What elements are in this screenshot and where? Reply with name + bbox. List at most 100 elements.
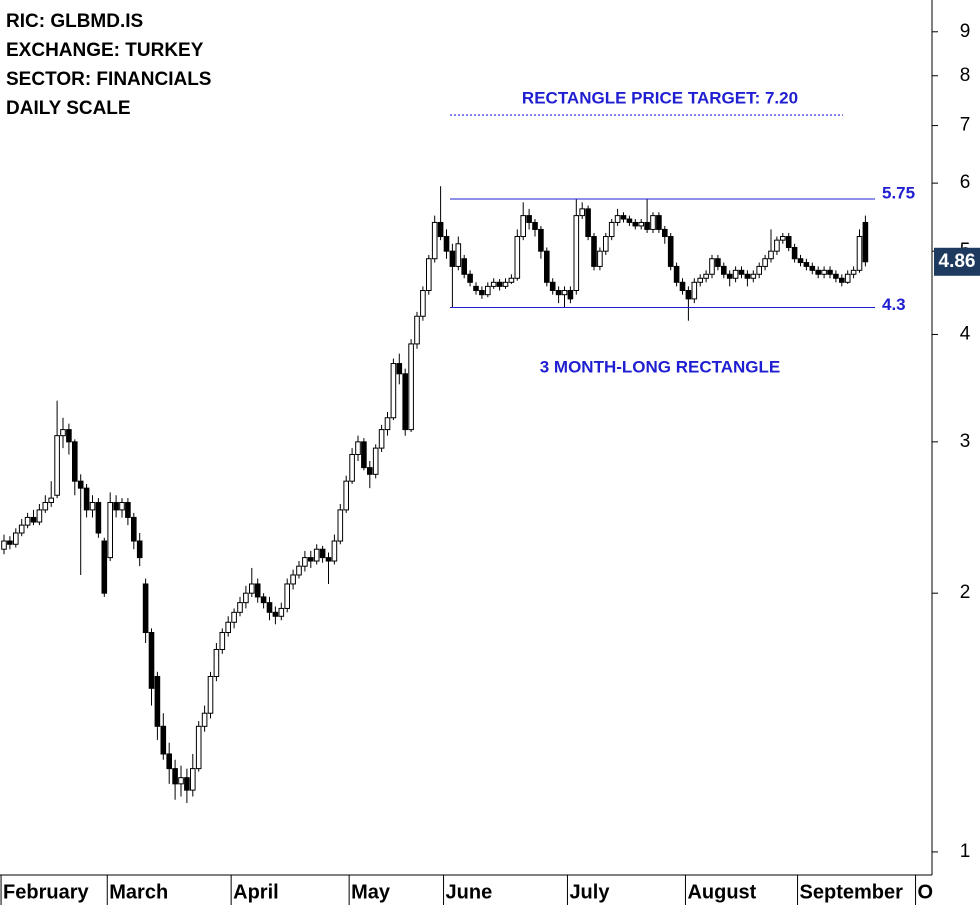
candle-body: [603, 236, 609, 252]
x-tick-label: O: [918, 881, 934, 903]
candle-body: [821, 269, 827, 275]
candle-body: [785, 236, 792, 248]
x-tick-label: February: [3, 881, 89, 903]
candle-body: [467, 273, 473, 283]
candle-body: [136, 540, 143, 559]
candle-body: [726, 273, 733, 279]
candle-body: [691, 281, 698, 300]
candle-body: [384, 417, 391, 431]
candle-body: [597, 250, 603, 267]
candle-body: [367, 467, 373, 475]
candle-body: [750, 273, 757, 279]
y-tick-label: 3: [960, 431, 971, 452]
candle-body: [532, 221, 538, 230]
candle-body: [667, 236, 674, 267]
candle-body: [455, 243, 462, 267]
candle-body: [260, 596, 267, 604]
last-price-label: 4.86: [939, 251, 976, 272]
candle-body: [166, 753, 172, 770]
candle-body: [591, 236, 597, 267]
candle-body: [42, 502, 49, 511]
candle-body: [473, 285, 479, 292]
candle-body: [207, 675, 214, 714]
candle-body: [266, 602, 273, 613]
y-tick-label: 6: [960, 172, 971, 193]
candle-body: [839, 277, 845, 283]
candle-body: [738, 269, 745, 275]
candle-body: [496, 281, 503, 287]
candle-body: [408, 343, 414, 431]
candle-body: [225, 621, 231, 634]
candle-body: [66, 429, 72, 443]
candle-body: [1, 540, 7, 550]
x-tick-label: March: [109, 881, 168, 903]
candle-body: [302, 557, 308, 567]
candle-body: [36, 509, 43, 523]
candle-body: [95, 502, 102, 534]
y-tick-label: 9: [960, 21, 971, 42]
candle-body: [284, 583, 290, 609]
candle-body: [343, 480, 349, 511]
candle-body: [697, 277, 704, 283]
candle-body: [479, 290, 485, 296]
candle-body: [361, 441, 367, 469]
candle-body: [83, 487, 90, 511]
candle-body: [644, 221, 650, 230]
candle-body: [325, 557, 332, 562]
candle-body: [390, 363, 397, 419]
candle-body: [77, 480, 84, 489]
candle-body: [549, 281, 556, 292]
candle-body: [573, 215, 580, 292]
candle-body: [195, 725, 202, 770]
x-tick-label: August: [687, 881, 756, 903]
candle-body: [815, 269, 822, 275]
candle-body: [756, 265, 763, 275]
candle-body: [437, 221, 444, 238]
candle-body: [461, 258, 467, 275]
candle-body: [231, 611, 237, 623]
candle-body: [555, 290, 562, 296]
candle-body: [313, 548, 320, 562]
candle-body: [72, 441, 78, 482]
candle-body: [378, 429, 385, 449]
candle-body: [579, 208, 586, 217]
candle-body: [608, 221, 615, 238]
candle-body: [355, 441, 361, 455]
x-tick-label: July: [569, 881, 610, 903]
candle-body: [490, 281, 497, 287]
candle-body: [101, 540, 108, 594]
candle-body: [833, 273, 839, 279]
candle-body: [148, 632, 155, 689]
candle-body: [18, 524, 25, 534]
candle-body: [856, 236, 863, 271]
candle-body: [685, 290, 692, 300]
candle-body: [89, 502, 96, 511]
candle-body: [372, 447, 379, 475]
candle-body: [107, 502, 114, 559]
candle-body: [715, 258, 721, 267]
candle-body: [308, 557, 314, 562]
candle-body: [337, 509, 344, 542]
y-tick-label: 2: [960, 582, 971, 603]
candle-body: [809, 265, 816, 271]
candle-body: [54, 435, 60, 496]
candle-body: [249, 583, 255, 594]
candle-body: [762, 258, 768, 267]
candle-body: [431, 221, 438, 260]
candle-body: [585, 208, 591, 238]
x-tick-label: April: [233, 881, 279, 903]
candle-body: [30, 516, 37, 523]
candle-body: [48, 497, 55, 504]
candle-body: [190, 768, 196, 791]
candle-body: [768, 250, 774, 260]
target-label: RECTANGLE PRICE TARGET: 7.20: [522, 89, 798, 108]
candle-body: [219, 632, 226, 650]
candle-body: [797, 258, 804, 264]
candle-body: [538, 228, 544, 252]
info-line: EXCHANGE: TURKEY: [6, 40, 204, 61]
y-tick-label: 4: [960, 323, 971, 344]
info-line: SECTOR: FINANCIALS: [6, 69, 211, 90]
candle-body: [443, 236, 450, 252]
candle-body: [703, 273, 709, 279]
